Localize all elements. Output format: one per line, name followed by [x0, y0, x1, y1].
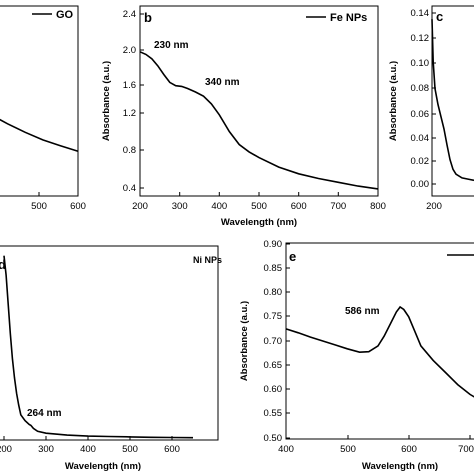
x-tick-label: 700 [458, 444, 474, 455]
panel-b-xlabel: Wavelength (nm) [221, 217, 297, 228]
panel-c-curve [431, 19, 474, 182]
panel-a-xticks: 500 600 [31, 192, 86, 212]
panel-b-curve [139, 51, 379, 190]
y-tick-label: 0.85 [264, 263, 283, 274]
y-tick-label: 1.6 [123, 80, 136, 91]
panel-b-yticks: 0.4 0.8 1.2 1.6 2.0 2.4 [123, 9, 144, 194]
y-tick-label: 0.50 [264, 433, 283, 444]
legend-label-go: GO [56, 9, 74, 21]
y-tick-label: 0.60 [264, 384, 283, 395]
y-tick-label: 0.06 [411, 109, 430, 120]
y-tick-label: 2.4 [123, 9, 136, 20]
y-tick-label: 0.75 [264, 311, 283, 322]
x-tick-label: 400 [211, 201, 227, 212]
panel-d-curve [3, 255, 194, 439]
y-tick-label: 0.70 [264, 336, 283, 347]
x-tick-label: 200 [132, 201, 148, 212]
panel-b: b Fe NPs 230 nm 340 nm 0.4 0.8 1.2 1.6 2… [101, 5, 386, 228]
annotation-340nm: 340 nm [205, 77, 240, 88]
panel-a: GO 500 600 [0, 5, 86, 212]
y-tick-label: 0.4 [123, 183, 136, 194]
x-tick-label: 600 [70, 201, 86, 212]
panel-c-frame [431, 5, 474, 197]
y-tick-label: 1.2 [123, 108, 136, 119]
x-tick-label: 600 [291, 201, 307, 212]
y-tick-label: 0.08 [411, 83, 430, 94]
panel-letter-c: c [436, 9, 443, 24]
annotation-264nm: 264 nm [27, 408, 62, 419]
panel-b-ylabel: Absorbance (a.u.) [101, 61, 112, 141]
y-tick-label: 0.12 [411, 33, 430, 44]
y-tick-label: 0.55 [264, 408, 283, 419]
panel-e-ylabel: Absorbance (a.u.) [239, 301, 250, 381]
x-tick-label: 600 [164, 444, 180, 455]
x-tick-label: 200 [426, 201, 442, 212]
legend-label-fe: Fe NPs [330, 12, 367, 24]
y-tick-label: 0.90 [264, 239, 283, 250]
panel-a-curve [0, 118, 79, 153]
panel-d-xticks: 200 300 400 500 600 [0, 436, 180, 455]
x-tick-label: 800 [370, 201, 386, 212]
y-tick-label: 0.02 [411, 156, 430, 167]
panel-d: d Ni NPs 264 nm 200 300 400 500 600 Wave… [0, 245, 222, 472]
y-tick-label: 0.8 [123, 145, 136, 156]
panel-e-yticks: 0.50 0.55 0.60 0.65 0.70 0.75 0.80 0.85 … [264, 239, 290, 444]
panel-b-xticks: 200 300 400 500 600 700 800 [132, 192, 386, 212]
panel-e-xticks: 400 500 600 700 [278, 435, 474, 455]
legend-label-ni: Ni NPs [193, 255, 222, 265]
x-tick-label: 500 [251, 201, 267, 212]
y-tick-label: 0.80 [264, 287, 283, 298]
panel-e-curve [285, 305, 474, 398]
annotation-230nm: 230 nm [154, 40, 189, 51]
x-tick-label: 700 [330, 201, 346, 212]
y-tick-label: 0.10 [411, 58, 430, 69]
x-tick-label: 500 [31, 201, 47, 212]
x-tick-label: 200 [0, 444, 12, 455]
panel-c-ylabel: Absorbance (a.u.) [388, 61, 399, 141]
panel-letter-d: d [0, 257, 6, 272]
y-tick-label: 2.0 [123, 45, 136, 56]
panel-c-yticks: 0.00 0.02 0.04 0.06 0.08 0.10 0.12 0.14 [411, 8, 436, 190]
y-tick-label: 0.65 [264, 360, 283, 371]
annotation-586nm: 586 nm [345, 306, 380, 317]
x-tick-label: 300 [38, 444, 54, 455]
panel-e: e 586 nm 0.50 0.55 0.60 0.65 0.70 0.75 0… [239, 239, 474, 472]
panel-a-frame [0, 5, 79, 197]
x-tick-label: 400 [80, 444, 96, 455]
panel-letter-e: e [289, 249, 296, 264]
panel-c: c 0.00 0.02 0.04 0.06 0.08 0.10 0.12 0.1… [388, 5, 474, 212]
panel-e-xlabel: Wavelength (nm) [362, 461, 438, 472]
x-tick-label: 500 [340, 444, 356, 455]
panel-d-xlabel: Wavelength (nm) [65, 461, 141, 472]
panel-b-frame [139, 5, 379, 197]
panel-letter-b: b [144, 10, 152, 25]
x-tick-label: 400 [278, 444, 294, 455]
x-tick-label: 600 [401, 444, 417, 455]
panel-e-frame [285, 242, 474, 440]
x-tick-label: 500 [122, 444, 138, 455]
x-tick-label: 300 [172, 201, 188, 212]
panel-d-frame [0, 245, 219, 441]
y-tick-label: 0.14 [411, 8, 430, 19]
y-tick-label: 0.04 [411, 133, 430, 144]
y-tick-label: 0.00 [411, 179, 430, 190]
